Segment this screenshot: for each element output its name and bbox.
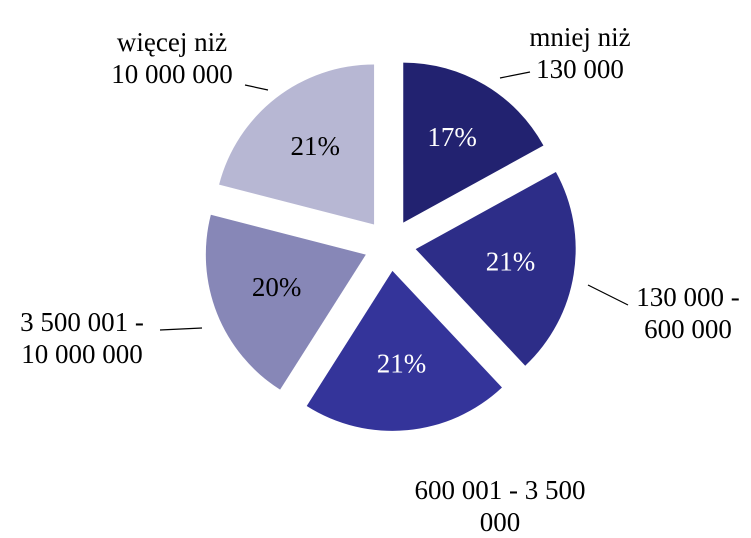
category-label-line: 10 000 000	[21, 339, 143, 369]
category-label-line: więcej niż	[117, 27, 227, 57]
pie-slice	[403, 62, 544, 223]
slice-value-label: 20%	[252, 272, 302, 302]
slice-value-label: 21%	[290, 131, 340, 161]
pie-slice	[219, 64, 375, 225]
category-label-line: 130 000 -	[636, 282, 740, 312]
category-label: 130 000 -600 000	[636, 282, 740, 344]
category-label-line: 000	[480, 507, 521, 537]
pie-slice	[415, 171, 576, 366]
pie-slice	[205, 214, 366, 390]
category-label-line: 10 000 000	[111, 59, 233, 89]
leader-line	[159, 327, 203, 331]
pie-slice	[306, 270, 502, 431]
slice-value-label: 17%	[427, 122, 477, 152]
category-label-line: 600 000	[644, 314, 732, 344]
category-label: więcej niż 10 000 000	[111, 27, 233, 89]
category-label: 600 001 - 3 500 000	[415, 475, 586, 537]
category-label-line: mniej niż	[529, 22, 630, 52]
category-label-line: 130 000	[536, 54, 624, 84]
category-label: mniej niż 130 000	[529, 22, 630, 84]
category-label-line: 600 001 - 3 500	[415, 475, 586, 505]
category-label-line: 3 500 001 -	[20, 307, 144, 337]
leader-line	[587, 284, 629, 306]
leader-line	[244, 84, 269, 91]
category-label: 3 500 001 -10 000 000	[20, 307, 144, 369]
slice-value-label: 21%	[486, 246, 536, 276]
leader-line	[499, 71, 531, 79]
slice-value-label: 21%	[377, 349, 427, 379]
